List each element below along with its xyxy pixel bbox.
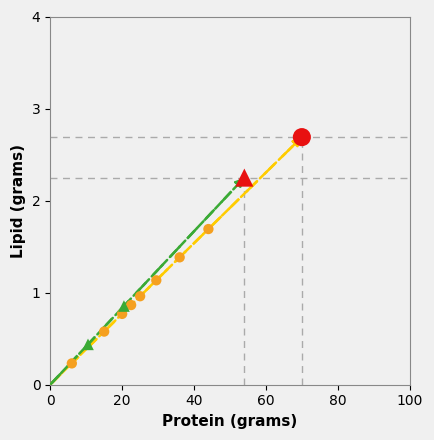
Point bbox=[128, 301, 135, 308]
Point bbox=[118, 310, 125, 317]
Point bbox=[69, 360, 76, 367]
Point bbox=[101, 328, 108, 335]
Point bbox=[85, 341, 92, 348]
Point bbox=[176, 254, 183, 261]
Point bbox=[205, 226, 212, 233]
Point bbox=[137, 293, 144, 300]
Point bbox=[121, 303, 128, 310]
X-axis label: Protein (grams): Protein (grams) bbox=[162, 414, 298, 429]
Point bbox=[299, 134, 306, 141]
Point bbox=[153, 277, 160, 284]
Point bbox=[241, 174, 248, 181]
Y-axis label: Lipid (grams): Lipid (grams) bbox=[11, 143, 26, 257]
